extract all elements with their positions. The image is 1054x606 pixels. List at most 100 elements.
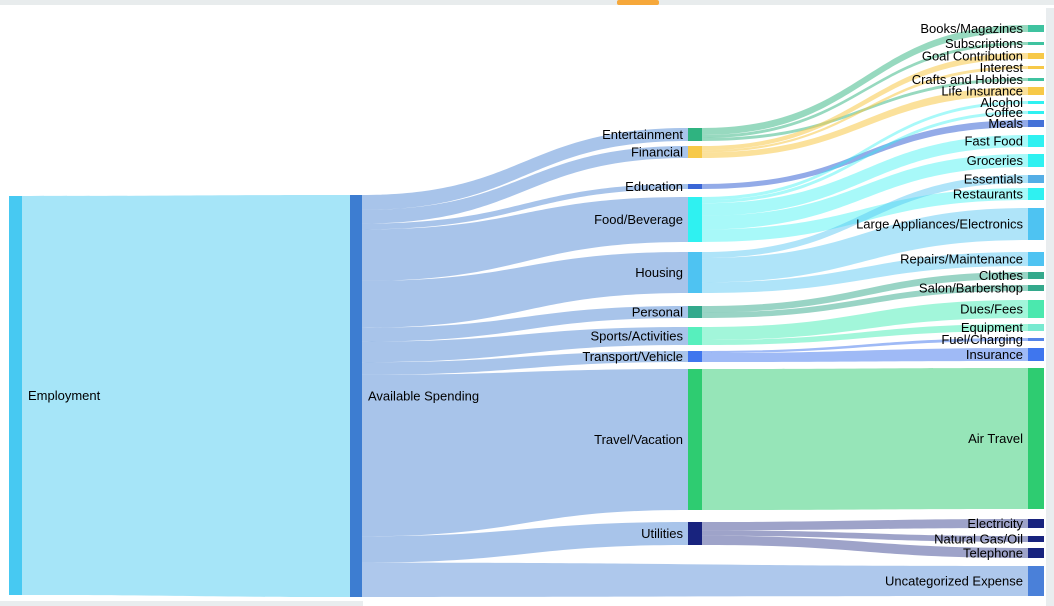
flow-utilities-to-telephone[interactable] bbox=[702, 535, 1028, 558]
label-groceries: Groceries bbox=[967, 153, 1024, 168]
node-interest[interactable] bbox=[1028, 66, 1044, 69]
flow-sports-to-equipment[interactable] bbox=[702, 324, 1028, 345]
node-repairs[interactable] bbox=[1028, 252, 1044, 266]
node-groceries[interactable] bbox=[1028, 154, 1044, 167]
flow-sports-to-dues[interactable] bbox=[702, 300, 1028, 340]
flow-personal-to-salon[interactable] bbox=[702, 285, 1028, 318]
horizontal-scrollbar-thumb[interactable] bbox=[617, 0, 659, 5]
flow-available-to-education[interactable] bbox=[362, 184, 688, 230]
label-clothes: Clothes bbox=[979, 268, 1024, 283]
label-housing: Housing bbox=[635, 265, 683, 280]
label-essentials: Essentials bbox=[964, 172, 1024, 187]
label-telephone: Telephone bbox=[963, 546, 1023, 561]
flow-entertainment-to-subscriptions[interactable] bbox=[702, 42, 1028, 138]
flow-foodbev-to-coffee[interactable] bbox=[702, 111, 1028, 204]
node-sports[interactable] bbox=[688, 327, 702, 345]
flow-available-to-personal[interactable] bbox=[362, 306, 688, 342]
flow-housing-to-repairs[interactable] bbox=[702, 252, 1028, 293]
node-alcohol[interactable] bbox=[1028, 101, 1044, 104]
node-foodbev[interactable] bbox=[688, 197, 702, 242]
node-crafts[interactable] bbox=[1028, 78, 1044, 81]
node-fastfood[interactable] bbox=[1028, 135, 1044, 147]
flow-transport-to-fuel[interactable] bbox=[702, 338, 1028, 354]
flow-available-to-housing[interactable] bbox=[362, 252, 688, 328]
node-housing[interactable] bbox=[688, 252, 702, 293]
node-gasoil[interactable] bbox=[1028, 536, 1044, 542]
label-sports: Sports/Activities bbox=[591, 329, 684, 344]
flow-available-to-financial[interactable] bbox=[362, 146, 688, 224]
flow-available-to-entertainment[interactable] bbox=[362, 128, 688, 210]
node-lifeins[interactable] bbox=[1028, 87, 1044, 95]
label-subscriptions: Subscriptions bbox=[945, 36, 1024, 51]
horizontal-scrollbar-track-top[interactable] bbox=[0, 0, 1054, 5]
label-alcohol: Alcohol bbox=[980, 95, 1023, 110]
flow-foodbev-to-groceries[interactable] bbox=[702, 154, 1028, 230]
flow-utilities-to-gasoil[interactable] bbox=[702, 530, 1028, 542]
flow-available-to-utilities[interactable] bbox=[362, 522, 688, 563]
node-fuel[interactable] bbox=[1028, 338, 1044, 341]
label-restaurants: Restaurants bbox=[953, 187, 1024, 202]
flow-foodbev-to-alcohol[interactable] bbox=[702, 101, 1028, 201]
node-education[interactable] bbox=[688, 184, 702, 189]
node-coffee[interactable] bbox=[1028, 111, 1044, 114]
node-financial[interactable] bbox=[688, 146, 702, 158]
node-largeappl[interactable] bbox=[1028, 208, 1044, 240]
flow-financial-to-lifeins[interactable] bbox=[702, 87, 1028, 158]
flow-available-to-transport[interactable] bbox=[362, 351, 688, 375]
label-salon: Salon/Barbershop bbox=[919, 281, 1023, 296]
node-insurance[interactable] bbox=[1028, 348, 1044, 361]
flow-available-to-foodbev[interactable] bbox=[362, 197, 688, 281]
label-airtravel: Air Travel bbox=[968, 431, 1023, 446]
label-repairs: Repairs/Maintenance bbox=[900, 252, 1023, 267]
flow-foodbev-to-restaurants[interactable] bbox=[702, 188, 1028, 242]
node-dues[interactable] bbox=[1028, 300, 1044, 318]
node-books[interactable] bbox=[1028, 25, 1044, 32]
label-entertainment: Entertainment bbox=[602, 127, 683, 142]
node-electricity[interactable] bbox=[1028, 519, 1044, 528]
flow-housing-to-largeappl[interactable] bbox=[702, 208, 1028, 283]
flow-education-to-meals[interactable] bbox=[702, 120, 1028, 189]
flow-entertainment-to-books[interactable] bbox=[702, 25, 1028, 135]
label-employment: Employment bbox=[28, 388, 101, 403]
label-largeappl: Large Appliances/Electronics bbox=[856, 217, 1023, 232]
flow-available-to-travel[interactable] bbox=[362, 369, 688, 537]
label-equipment: Equipment bbox=[961, 320, 1024, 335]
node-telephone[interactable] bbox=[1028, 548, 1044, 558]
node-available[interactable] bbox=[350, 195, 362, 597]
label-crafts: Crafts and Hobbies bbox=[912, 72, 1024, 87]
flow-employment-to-available[interactable] bbox=[22, 195, 350, 597]
node-restaurants[interactable] bbox=[1028, 188, 1044, 200]
flow-personal-to-clothes[interactable] bbox=[702, 272, 1028, 313]
node-personal[interactable] bbox=[688, 306, 702, 318]
node-transport[interactable] bbox=[688, 351, 702, 362]
node-subscriptions[interactable] bbox=[1028, 42, 1044, 45]
node-salon[interactable] bbox=[1028, 285, 1044, 291]
node-goal[interactable] bbox=[1028, 53, 1044, 59]
flow-travel-to-airtravel[interactable] bbox=[702, 368, 1028, 510]
node-uncategorized[interactable] bbox=[1028, 566, 1044, 596]
node-employment[interactable] bbox=[9, 196, 22, 595]
node-clothes[interactable] bbox=[1028, 272, 1044, 279]
node-meals[interactable] bbox=[1028, 120, 1044, 127]
flow-foodbev-to-fastfood[interactable] bbox=[702, 135, 1028, 216]
flow-housing-to-essentials[interactable] bbox=[702, 175, 1028, 259]
flow-transport-to-insurance[interactable] bbox=[702, 348, 1028, 362]
node-travel[interactable] bbox=[688, 369, 702, 510]
label-personal: Personal bbox=[632, 305, 683, 320]
node-utilities[interactable] bbox=[688, 522, 702, 545]
label-books: Books/Magazines bbox=[920, 21, 1023, 36]
flow-financial-to-interest[interactable] bbox=[702, 66, 1028, 153]
node-airtravel[interactable] bbox=[1028, 368, 1044, 509]
node-entertainment[interactable] bbox=[688, 128, 702, 141]
horizontal-scrollbar-track-bottom[interactable] bbox=[0, 601, 363, 606]
flow-available-to-sports[interactable] bbox=[362, 327, 688, 363]
node-essentials[interactable] bbox=[1028, 175, 1044, 183]
flow-financial-to-goal[interactable] bbox=[702, 53, 1028, 151]
flow-available-to-uncategorized[interactable] bbox=[362, 562, 1028, 597]
label-financial: Financial bbox=[631, 145, 683, 160]
vertical-scrollbar-track[interactable] bbox=[1046, 8, 1054, 606]
node-equipment[interactable] bbox=[1028, 324, 1044, 331]
label-insurance: Insurance bbox=[966, 347, 1023, 362]
flow-utilities-to-electricity[interactable] bbox=[702, 519, 1028, 531]
